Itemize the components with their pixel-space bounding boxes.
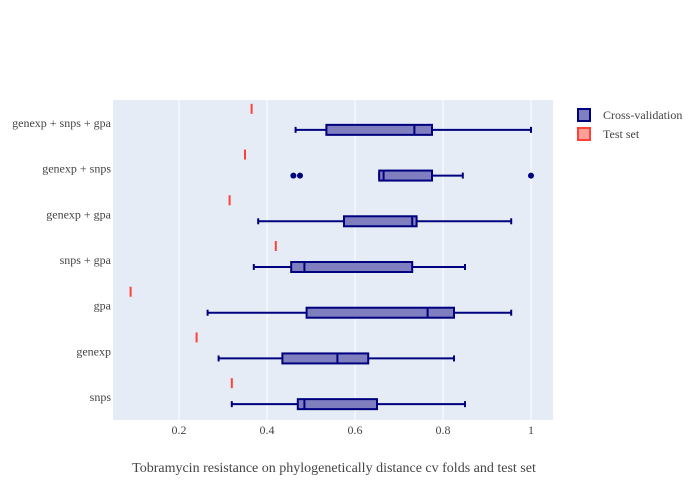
outlier-point	[297, 172, 303, 179]
legend[interactable]: Cross-validation Test set	[577, 108, 682, 141]
legend-item[interactable]: Test set	[577, 127, 640, 141]
plot-area	[113, 100, 553, 420]
y-category-label: genexp + snps + gpa	[12, 116, 112, 130]
y-category-label: genexp + snps	[42, 162, 111, 176]
iqr-box	[343, 215, 418, 228]
gridlines	[178, 100, 532, 420]
iqr-box	[325, 123, 433, 136]
y-category-label: snps	[90, 390, 112, 404]
y-category-label: snps + gpa	[60, 253, 112, 267]
y-category-label: gpa	[94, 299, 112, 313]
cv-box	[257, 215, 513, 228]
legend-label: Cross-validation	[603, 108, 682, 122]
iqr-box	[378, 169, 434, 182]
cv-box	[294, 123, 532, 136]
y-category-label: genexp	[76, 344, 111, 358]
x-tick-label: 1	[528, 423, 534, 437]
y-axis-labels: snps genexp gpa snps + gpa genexp + gpa genex…	[12, 116, 112, 404]
legend-swatch	[577, 127, 591, 141]
outlier-point	[290, 172, 297, 179]
legend-label: Test set	[603, 127, 640, 141]
legend-item[interactable]: Cross-validation	[577, 108, 682, 122]
outlier-point	[528, 172, 534, 179]
x-tick-label: 0.8	[436, 423, 451, 437]
cv-box	[290, 169, 534, 182]
x-tick-label: 0.2	[172, 423, 187, 437]
iqr-box	[290, 261, 414, 273]
cv-box	[252, 261, 466, 273]
y-category-label: genexp + gpa	[46, 207, 111, 221]
legend-swatch	[577, 108, 591, 122]
iqr-box	[296, 398, 378, 411]
cross-validation-series	[206, 123, 534, 411]
x-axis-ticks: 0.2 0.4 0.6 0.8 1	[172, 423, 535, 437]
cv-box	[217, 352, 455, 365]
x-tick-label: 0.6	[348, 423, 363, 437]
iqr-box	[281, 352, 370, 365]
iqr-box	[305, 306, 455, 319]
cv-box	[230, 398, 466, 411]
cv-box	[206, 306, 513, 319]
test-set-series	[129, 103, 277, 389]
x-tick-label: 0.4	[260, 423, 275, 437]
chart-title: Tobramycin resistance on phylogeneticall…	[132, 461, 536, 476]
